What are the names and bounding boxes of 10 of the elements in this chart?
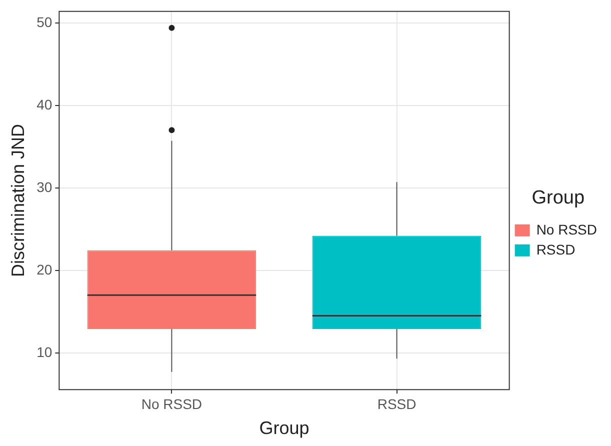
y-tick-label: 20 xyxy=(36,261,52,278)
legend-label: RSSD xyxy=(536,241,576,258)
y-axis-title: Discrimination JND xyxy=(8,124,28,278)
legend-title: Group xyxy=(532,187,585,208)
y-tick-label: 50 xyxy=(36,14,52,30)
y-tick-label: 10 xyxy=(36,344,52,360)
legend-label: No RSSD xyxy=(536,221,598,238)
y-tick-label: 30 xyxy=(36,178,52,195)
y-tick-label: 40 xyxy=(36,96,52,112)
x-axis-title: Group xyxy=(259,418,310,438)
